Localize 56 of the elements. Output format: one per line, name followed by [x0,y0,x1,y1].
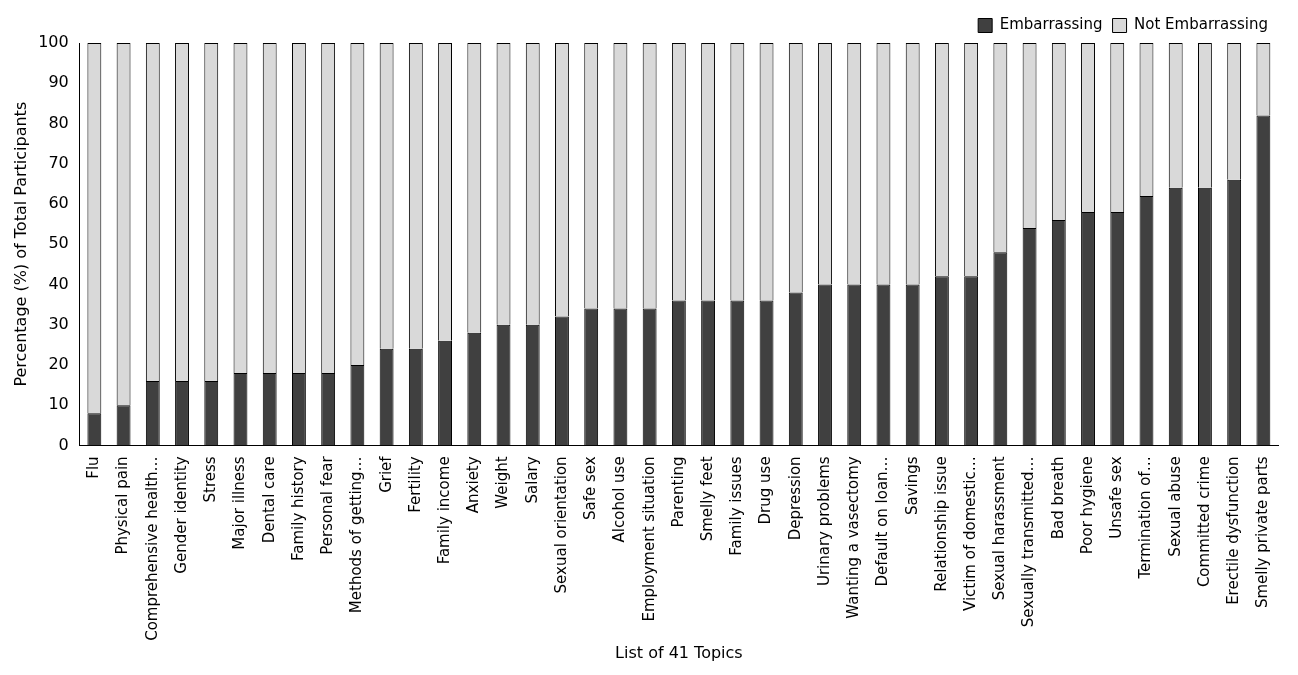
y-tick-label: 80 [48,112,69,132]
x-tick-label: Termination of… [1136,456,1155,580]
y-tick-label: 100 [38,32,69,52]
y-axis-title: Percentage (%) of Total Participants [10,101,30,387]
y-tick-label: 90 [48,72,69,92]
x-tick-label: Committed crime [1194,456,1213,588]
y-tick-label: 40 [48,273,69,293]
x-tick-label: Gender identity [171,456,190,574]
x-tick-label: Smelly feet [697,456,716,542]
x-tick-label: Depression [785,456,804,541]
x-tick-label: Dental care [259,456,278,544]
x-tick-label: Drug use [756,456,775,525]
legend-label: Embarrassing [999,15,1103,34]
x-tick-label: Anxiety [464,456,483,514]
y-tick-label: 60 [48,193,69,213]
x-tick-label: Personal fear [318,455,337,555]
x-tick-label: Methods of getting… [347,456,366,614]
x-tick-label: Physical pain [113,456,132,555]
x-tick-label: Bad breath [1048,456,1067,540]
y-tick-label: 50 [48,233,69,253]
x-tick-label: Poor hygiene [1077,456,1096,555]
x-tick-label: Grief [376,455,395,493]
x-tick-label: Victim of domestic… [961,456,980,612]
y-tick-label: 10 [48,394,69,414]
x-tick-label: Unsafe sex [1107,456,1126,539]
x-tick-label: Parenting [668,456,687,528]
x-tick-label: Safe sex [581,456,600,521]
x-tick-label: Sexually transmitted… [1019,456,1038,628]
x-tick-label: Relationship issue [931,456,950,592]
x-tick-label: Erectile dysfunction [1224,456,1243,605]
y-tick-label: 30 [48,313,69,333]
x-axis-title: List of 41 Topics [615,642,743,662]
x-tick-label: Stress [201,456,220,503]
x-tick-label: Urinary problems [814,456,833,587]
x-tick-label: Flu [84,456,103,479]
x-tick-label: Family income [434,456,453,565]
x-tick-label: Savings [902,456,921,515]
y-tick-label: 20 [48,354,69,374]
y-tick-label: 0 [58,434,69,454]
x-tick-label: Family issues [727,456,746,556]
x-tick-label: Employment situation [639,456,658,622]
x-tick-label: Alcohol use [610,456,629,543]
x-tick-label: Comprehensive health… [142,456,161,641]
x-tick-label: Major illness [230,456,249,550]
x-tick-label: Sexual orientation [551,456,570,594]
x-tick-label: Salary [522,456,541,504]
x-tick-label: Wanting a vasectomy [844,456,863,619]
x-tick-label: Sexual abuse [1165,456,1184,557]
x-tick-label: Weight [493,456,512,509]
y-tick-label: 70 [48,152,69,172]
x-tick-label: Sexual harassment [990,456,1009,601]
x-tick-label: Smelly private parts [1253,456,1272,609]
legend-label: Not Embarrassing [1134,15,1269,34]
x-tick-label: Default on loan… [873,456,892,587]
x-tick-label: Fertility [405,456,424,513]
x-tick-label: Family history [288,456,307,562]
